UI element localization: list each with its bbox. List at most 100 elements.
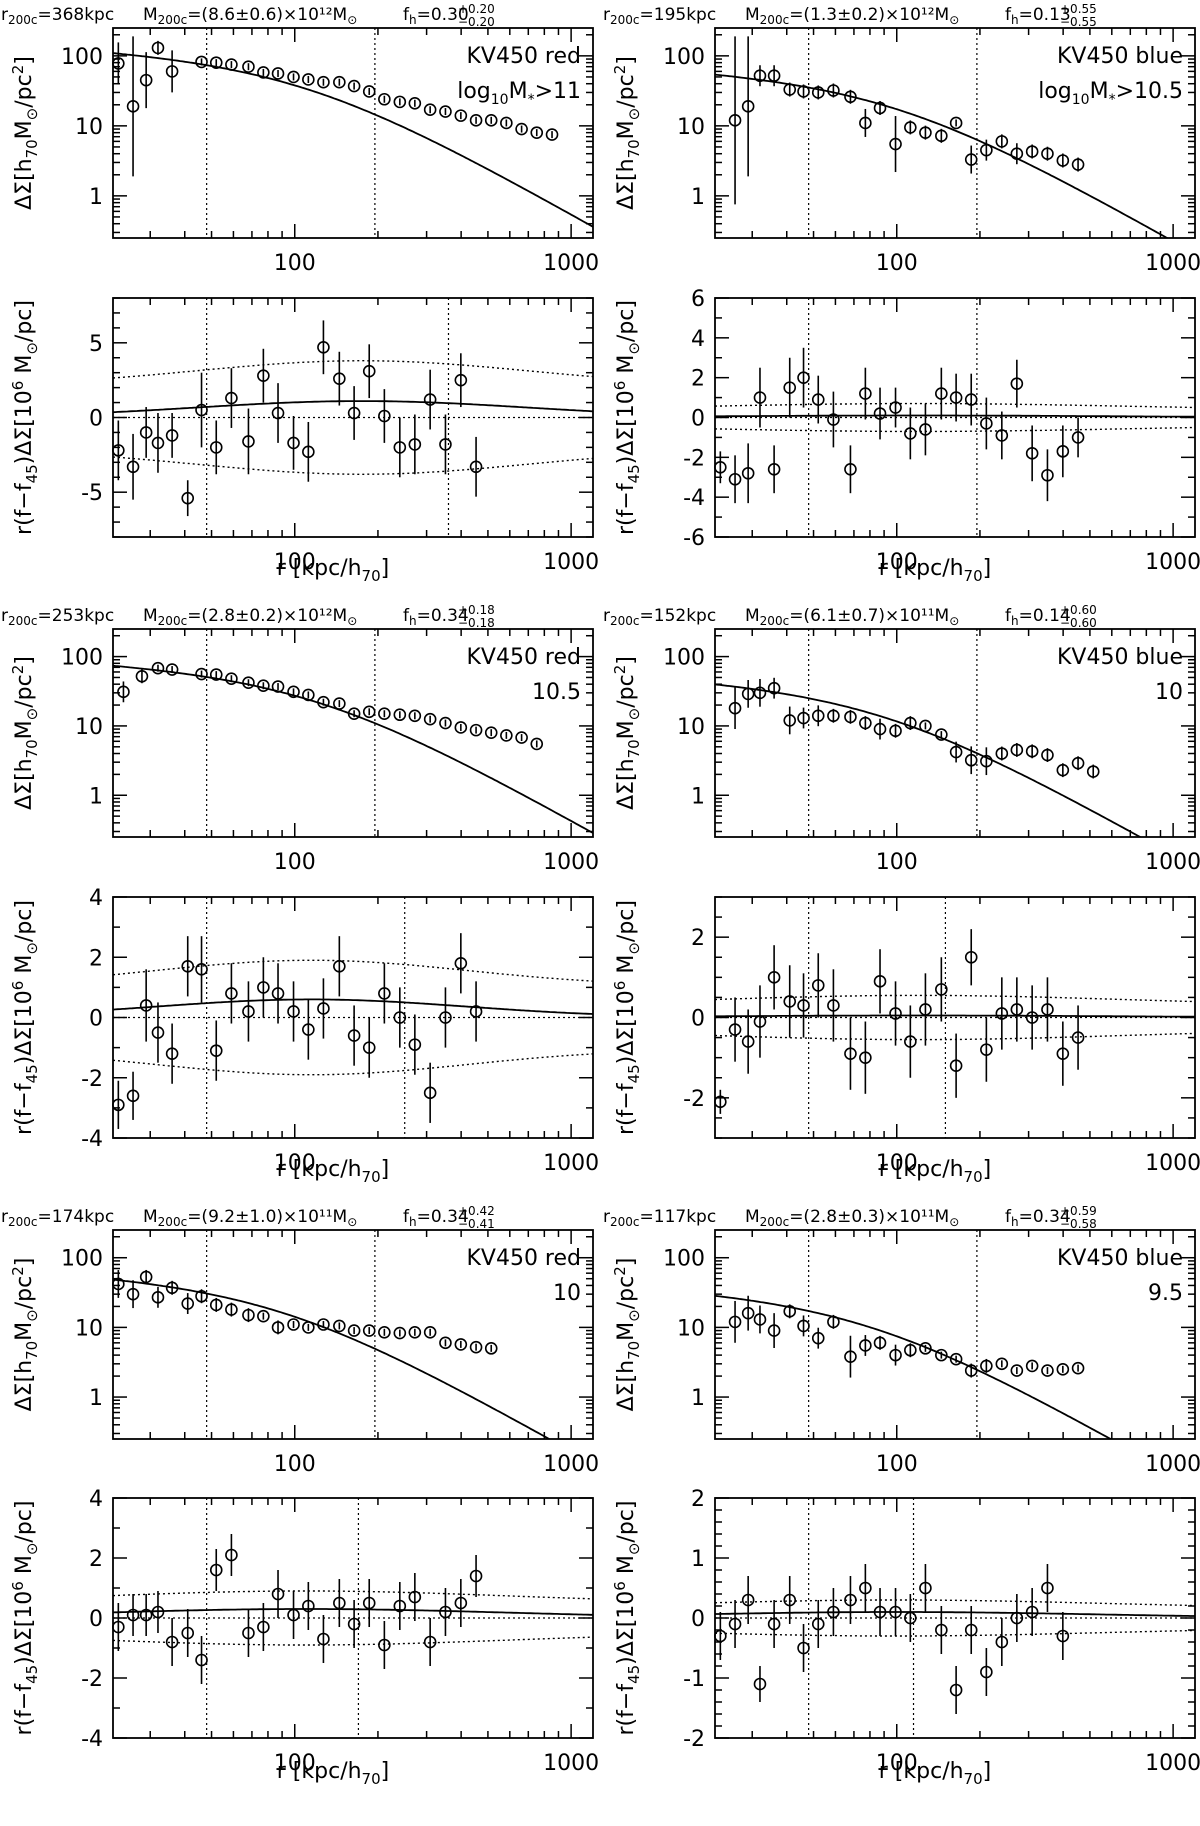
x-tick-label: 100 bbox=[876, 1452, 918, 1477]
y-tick-label: 1 bbox=[691, 1386, 705, 1411]
x-axis-label: r [kpc/h70] bbox=[277, 1157, 389, 1186]
x-axis-label: r [kpc/h70] bbox=[277, 1759, 389, 1788]
data-point bbox=[980, 1665, 993, 1679]
data-point bbox=[797, 1641, 810, 1655]
y-tick-label: 1 bbox=[89, 784, 103, 809]
data-point bbox=[753, 391, 767, 404]
data-point bbox=[1025, 745, 1039, 758]
data-point bbox=[225, 391, 238, 405]
x-tick-label: 1000 bbox=[543, 850, 599, 875]
data-point bbox=[904, 1035, 917, 1048]
band-upper bbox=[715, 994, 1195, 1003]
data-point bbox=[1071, 431, 1085, 444]
data-point bbox=[873, 101, 887, 115]
model-curve bbox=[113, 1278, 551, 1439]
data-point bbox=[728, 1023, 742, 1036]
y-tick-label: -5 bbox=[81, 481, 103, 506]
data-point bbox=[767, 1617, 781, 1631]
model-curve bbox=[715, 1014, 1195, 1018]
selection-label: 1010M*<10.5 bbox=[1155, 680, 1183, 705]
data-point bbox=[919, 1581, 932, 1595]
data-point bbox=[811, 1331, 825, 1345]
bottom-panel: -2 -1 0 1 2 100 1000 r [kpc/h70] r(f−f45)ΔΣ[106 … bbox=[611, 1487, 1200, 1788]
x-tick-label: 1000 bbox=[1145, 850, 1200, 875]
x-tick-label: 1000 bbox=[1145, 1452, 1200, 1477]
data-point bbox=[1056, 154, 1070, 167]
top-panel: 1 10 100 100 1000 KV450 red log10M*>11 ΔΣ[h70M⊙… bbox=[9, 27, 599, 276]
data-point bbox=[181, 491, 195, 505]
data-point bbox=[827, 1605, 840, 1619]
selection-label: 10.510M*<11 bbox=[532, 680, 581, 705]
y-tick-label: 1 bbox=[89, 185, 103, 210]
data-point bbox=[904, 121, 917, 134]
data-point bbox=[393, 95, 407, 109]
y-tick-label: 0 bbox=[89, 407, 103, 432]
data-point bbox=[393, 708, 407, 722]
data-point bbox=[126, 1089, 140, 1103]
y-axis-label-top: ΔΣ[h70M⊙/pc2] bbox=[611, 1258, 643, 1412]
data-point bbox=[844, 90, 857, 104]
data-point bbox=[257, 1309, 270, 1323]
data-point bbox=[783, 1593, 797, 1607]
data-point bbox=[165, 429, 179, 442]
sample-label: KV450 red bbox=[466, 645, 581, 670]
halo-mass-label: M200c=(1.3±0.2)×10¹²M⊙ bbox=[745, 5, 959, 27]
data-point bbox=[423, 1635, 437, 1649]
top-panel: 1 10 100 100 1000 KV450 blue log10M*>10.5 ΔΣ[h7… bbox=[611, 27, 1200, 276]
y-axis-label-top: ΔΣ[h70M⊙/pc2] bbox=[9, 56, 41, 210]
data-point bbox=[964, 153, 978, 166]
data-point bbox=[980, 417, 993, 430]
model-curve bbox=[715, 1611, 1195, 1617]
fh-label: fh=0.14 bbox=[1005, 606, 1071, 628]
data-point bbox=[393, 441, 407, 454]
data-point bbox=[408, 97, 422, 110]
data-point bbox=[112, 1098, 125, 1112]
data-point bbox=[1041, 1364, 1054, 1377]
bottom-panel: -4 -2 0 2 4 100 1000 r [kpc/h70] r(f−f45)ΔΣ[106 … bbox=[9, 1487, 599, 1788]
band-upper bbox=[113, 1590, 593, 1600]
y-tick-label: 2 bbox=[691, 1487, 705, 1512]
data-point bbox=[1056, 1629, 1070, 1643]
data-point bbox=[469, 1569, 483, 1583]
selection-label: 9.510M*<10 bbox=[1148, 1281, 1183, 1306]
data-point bbox=[797, 371, 810, 384]
data-point bbox=[333, 372, 346, 385]
y-tick-label: -4 bbox=[683, 486, 705, 511]
data-point bbox=[271, 1321, 285, 1334]
panel-2-1: r200c=117kpc M200c=(2.8±0.3)×10¹¹M⊙ fh=0.3… bbox=[603, 1204, 1200, 1788]
data-point bbox=[454, 1596, 468, 1610]
data-point bbox=[151, 436, 165, 450]
data-point bbox=[1071, 1031, 1085, 1044]
y-axis-label-bottom: r(f−f45)ΔΣ[106 M⊙/pc] bbox=[611, 300, 643, 535]
x-tick-label: 100 bbox=[274, 550, 316, 575]
data-point bbox=[859, 1581, 872, 1595]
data-point bbox=[135, 669, 149, 683]
selection-label: 1010M*<10.5 bbox=[553, 1281, 581, 1306]
data-point bbox=[378, 1326, 391, 1339]
data-point bbox=[287, 1608, 300, 1622]
y-tick-label: 100 bbox=[663, 646, 705, 671]
top-panel: 1 10 100 100 1000 KV450 blue 1010M*<10.5 ΔΣ[h70… bbox=[611, 628, 1200, 875]
data-point bbox=[439, 105, 452, 118]
data-point bbox=[378, 409, 391, 423]
data-point bbox=[362, 1324, 376, 1337]
data-point bbox=[423, 1326, 437, 1339]
data-point bbox=[827, 84, 840, 97]
data-point bbox=[195, 667, 208, 681]
data-point bbox=[209, 668, 223, 681]
y-tick-label: 2 bbox=[691, 367, 705, 392]
r200c-label: r200c=117kpc bbox=[603, 1207, 716, 1229]
panel-1-0: r200c=253kpc M200c=(2.8±0.2)×10¹²M⊙ fh=0.3… bbox=[1, 603, 599, 1186]
data-point bbox=[225, 1303, 238, 1316]
data-point bbox=[242, 1626, 255, 1640]
data-point bbox=[515, 122, 528, 136]
data-point bbox=[242, 435, 255, 448]
fh-label: fh=0.13 bbox=[1005, 5, 1071, 27]
y-tick-label: 100 bbox=[61, 646, 103, 671]
band-lower bbox=[715, 1032, 1195, 1041]
band-lower bbox=[113, 456, 593, 475]
r200c-label: r200c=195kpc bbox=[603, 5, 716, 27]
data-point bbox=[139, 1270, 153, 1284]
data-point bbox=[844, 462, 857, 476]
data-point bbox=[995, 1007, 1009, 1020]
